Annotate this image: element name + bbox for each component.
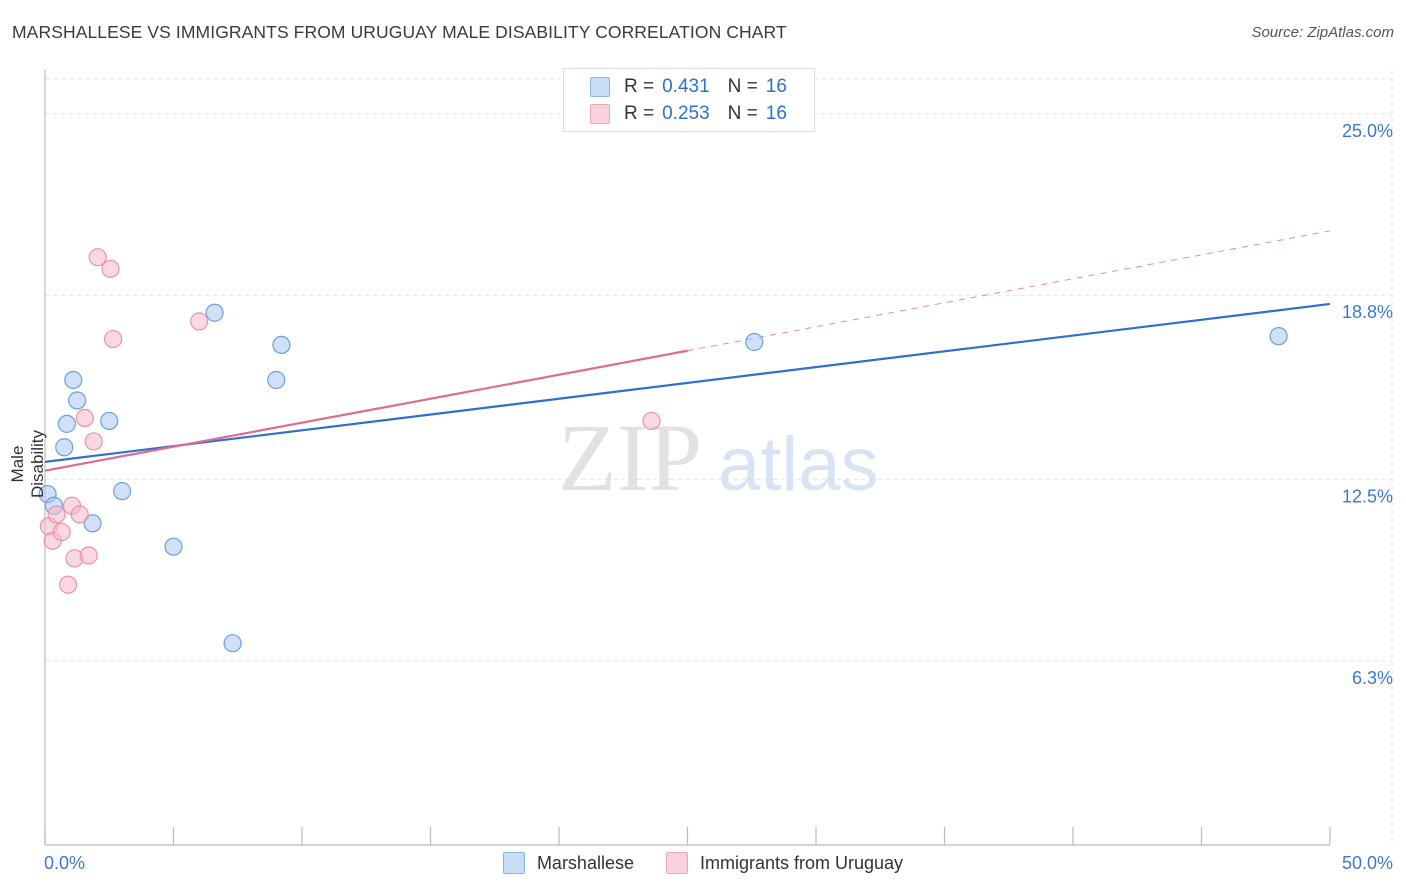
uruguay-point	[79, 546, 98, 565]
trend-line	[44, 302, 1331, 463]
y-tick-label: 25.0%	[1342, 121, 1393, 141]
uruguay-point	[47, 505, 66, 524]
uruguay-point	[75, 408, 94, 428]
legend-swatch-marshallese	[590, 77, 610, 97]
n-label: N =	[727, 103, 758, 124]
trend-line-extension	[687, 230, 1331, 352]
marshallese-point	[205, 303, 224, 322]
r-value: 0.253	[662, 103, 710, 124]
marshallese-point	[164, 537, 183, 556]
marshallese-point	[112, 482, 132, 501]
watermark-atlas: atlas	[718, 422, 879, 507]
uruguay-point	[101, 259, 120, 278]
n-value: 16	[765, 103, 787, 124]
marshallese-point	[64, 370, 83, 390]
legend-item-marshallese: Marshallese	[502, 852, 634, 874]
source-label: Source: ZipAtlas.com	[1251, 24, 1394, 41]
data-points	[38, 248, 1288, 653]
correlation-legend: R = 0.431 N = 16 R = 0.253 N = 16	[563, 68, 815, 132]
r-value: 0.431	[662, 76, 710, 97]
legend-item-uruguay: Immigrants from Uruguay	[665, 852, 904, 874]
y-tick-label: 18.8%	[1342, 302, 1393, 322]
axes	[44, 70, 1331, 846]
marshallese-point	[55, 438, 74, 457]
marshallese-point	[745, 332, 764, 352]
marshallese-point	[100, 411, 119, 431]
y-tick-label: 12.5%	[1342, 486, 1393, 506]
marshallese-point	[83, 514, 102, 533]
r-label: R =	[624, 103, 655, 124]
chart-title: MARSHALLESE VS IMMIGRANTS FROM URUGUAY M…	[12, 22, 787, 42]
trend-line	[44, 349, 688, 472]
uruguay-point	[52, 522, 71, 542]
y-tick-label: 6.3%	[1352, 668, 1393, 688]
grid-lines	[45, 70, 1393, 845]
uruguay-point	[642, 411, 661, 431]
r-label: R =	[624, 76, 655, 97]
marshallese-point	[1269, 327, 1288, 346]
watermark-zip: ZIP	[558, 404, 702, 511]
legend-swatch-uruguay	[665, 852, 688, 874]
trend-lines	[44, 230, 1331, 472]
marshallese-point	[68, 391, 87, 410]
legend-label-marshallese: Marshallese	[536, 852, 634, 873]
legend-swatch-marshallese	[502, 852, 525, 874]
n-label: N =	[727, 76, 758, 97]
legend-label-uruguay: Immigrants from Uruguay	[699, 852, 904, 873]
y-axis-label: Male Disability	[8, 429, 47, 499]
legend-swatch-uruguay	[590, 104, 610, 124]
uruguay-point	[88, 248, 107, 267]
series-legend: Marshallese Immigrants from Uruguay	[0, 852, 1406, 874]
marshallese-point	[223, 634, 242, 653]
x-tick-label: 0.0%	[44, 853, 85, 873]
uruguay-point	[104, 329, 123, 349]
uruguay-point	[84, 432, 103, 451]
legend-row-marshallese: R = 0.431 N = 16	[590, 74, 787, 100]
legend-row-uruguay: R = 0.253 N = 16	[590, 101, 787, 127]
marshallese-point	[267, 370, 286, 390]
n-value: 16	[765, 76, 787, 97]
marshallese-point	[57, 414, 76, 433]
uruguay-point	[59, 575, 78, 594]
uruguay-point	[190, 312, 209, 331]
marshallese-point	[272, 335, 291, 355]
uruguay-point	[70, 505, 89, 524]
tick-labels: 6.3% 12.5% 18.8% 25.0% 0.0% 50.0%	[44, 121, 1393, 873]
watermark: ZIP atlas	[558, 404, 879, 511]
x-tick-label: 50.0%	[1342, 853, 1393, 873]
